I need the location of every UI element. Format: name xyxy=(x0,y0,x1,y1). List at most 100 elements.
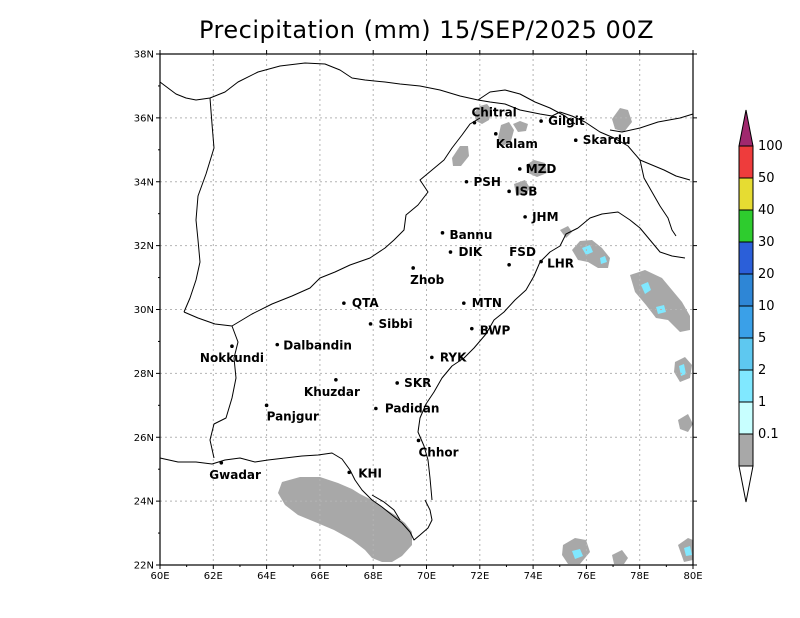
precip-patch-pesh xyxy=(452,146,469,166)
x-tick-label: 64E xyxy=(257,571,276,582)
x-tick-label: 66E xyxy=(310,571,329,582)
kashmir-border xyxy=(559,111,677,237)
india-state-line-2 xyxy=(639,159,691,181)
city-marker-psh xyxy=(464,179,469,184)
india-state-line-1 xyxy=(577,211,686,259)
city-marker-bwp xyxy=(470,326,474,331)
city-marker-lhr xyxy=(539,259,543,264)
x-tick-label: 62E xyxy=(204,571,223,582)
x-tick-label: 72E xyxy=(470,571,489,582)
y-axis: 22N 24N 26N 28N 30N 32N 34N 36N 38N xyxy=(134,50,697,572)
city-label-gwadar: Gwadar xyxy=(209,468,261,482)
colorbar-segment xyxy=(738,177,754,211)
colorbar-segment xyxy=(738,401,754,435)
city-marker-nokkundi xyxy=(230,344,234,349)
y-tick-label: 38N xyxy=(134,50,154,61)
city-marker-chhor xyxy=(416,438,421,443)
y-tick-label: 28N xyxy=(134,369,154,380)
colorbar-segment xyxy=(738,241,754,275)
afghanistan-border xyxy=(159,62,561,117)
colorbar-label: 40 xyxy=(758,203,775,218)
x-tick-label: 80E xyxy=(683,571,702,582)
city-label-kalam: Kalam xyxy=(496,137,538,151)
city-label-chhor: Chhor xyxy=(419,445,459,459)
precip-patch-rajasthan xyxy=(630,270,690,332)
city-label-mtn: MTN xyxy=(472,296,502,310)
precip-patch-south-a-wet xyxy=(572,549,583,559)
precip-patch-punjab-india-wet xyxy=(582,245,593,255)
colorbar-segment xyxy=(738,369,754,403)
city-label-ryk: RYK xyxy=(440,350,467,364)
city-label-khuzdar: Khuzdar xyxy=(304,385,360,399)
city-label-skr: SKR xyxy=(404,376,431,390)
city-label-dalbandin: Dalbandin xyxy=(283,339,352,353)
kashmir-loc xyxy=(477,89,576,125)
pak-afghan-border xyxy=(183,117,481,327)
x-tick-label: 68E xyxy=(364,571,383,582)
city-marker-skr xyxy=(395,381,399,385)
city-marker-zhob xyxy=(411,266,415,270)
precip-patch-punjab-india xyxy=(572,240,610,268)
city-marker-dik xyxy=(448,250,453,254)
precip-patch-isb xyxy=(514,180,530,196)
map-grid xyxy=(160,54,693,565)
city-marker-chitral xyxy=(472,120,477,125)
city-label-skardu: Skardu xyxy=(583,133,631,147)
coastline xyxy=(159,452,433,541)
city-label-fsd: FSD xyxy=(509,245,536,259)
precip-patch-gilgit xyxy=(513,121,528,132)
city-marker-qta xyxy=(342,301,346,305)
city-marker-gwadar xyxy=(219,461,224,465)
city-marker-dalbandin xyxy=(275,342,280,347)
precip-patch-punjab-india-wet2 xyxy=(600,256,607,264)
city-marker-padidan xyxy=(374,406,378,411)
colorbar-label: 2 xyxy=(758,363,766,378)
x-axis: 60E 62E 64E 66E 68E 70E 72E 74E 76E 78E 80E xyxy=(150,50,703,582)
city-marker-jhm xyxy=(523,215,527,219)
city-label-isb: ISB xyxy=(515,184,537,198)
precip-patch-gujarat xyxy=(678,414,693,432)
city-label-mzd: MZD xyxy=(526,162,557,176)
precip-patch-south-c-wet xyxy=(684,546,692,556)
city-markers: Chitral Kalam Gilgit Skardu MZD PSH ISB JHM Bann… xyxy=(200,106,631,482)
city-label-bannu: Bannu xyxy=(449,228,492,242)
city-marker-skardu xyxy=(573,138,578,143)
city-marker-bannu xyxy=(440,231,445,235)
colorbar-segment xyxy=(738,433,754,467)
city-marker-panjgur xyxy=(264,403,269,408)
city-label-khi: KHI xyxy=(358,466,382,480)
city-label-psh: PSH xyxy=(473,175,500,189)
city-marker-mtn xyxy=(462,301,466,305)
city-label-lhr: LHR xyxy=(547,257,574,271)
map-title: Precipitation (mm) 15/SEP/2025 00Z xyxy=(198,16,655,44)
china-border xyxy=(609,113,694,133)
city-label-qta: QTA xyxy=(352,296,379,310)
map-boundaries xyxy=(159,62,694,541)
colorbar-label: 10 xyxy=(758,299,775,314)
colorbar-label: 5 xyxy=(758,331,766,346)
colorbar-label: 20 xyxy=(758,267,775,282)
colorbar-label: 0.1 xyxy=(758,427,779,442)
colorbar-segment xyxy=(738,305,754,339)
y-tick-label: 26N xyxy=(134,433,154,444)
y-tick-label: 24N xyxy=(134,497,154,508)
iran-afghan-border xyxy=(183,97,215,313)
y-tick-label: 32N xyxy=(134,241,154,252)
colorbar-segment xyxy=(738,209,754,243)
city-label-jhm: JHM xyxy=(531,210,558,224)
x-tick-label: 60E xyxy=(150,571,169,582)
x-tick-label: 70E xyxy=(417,571,436,582)
city-label-gilgit: Gilgit xyxy=(548,114,585,128)
precip-patch-rajasthan-wet xyxy=(641,282,651,294)
city-label-zhob: Zhob xyxy=(410,273,444,287)
colorbar-bottom-arrow xyxy=(738,465,754,503)
colorbar-label: 30 xyxy=(758,235,775,250)
city-label-sibbi: Sibbi xyxy=(379,317,413,331)
city-label-dik: DIK xyxy=(458,245,482,259)
colorbar-label: 1 xyxy=(758,395,766,410)
city-label-panjgur: Panjgur xyxy=(267,409,319,423)
precip-patch-mzd xyxy=(526,160,547,177)
y-tick-label: 36N xyxy=(134,113,154,124)
city-marker-mzd xyxy=(517,167,522,171)
x-tick-label: 78E xyxy=(630,571,649,582)
